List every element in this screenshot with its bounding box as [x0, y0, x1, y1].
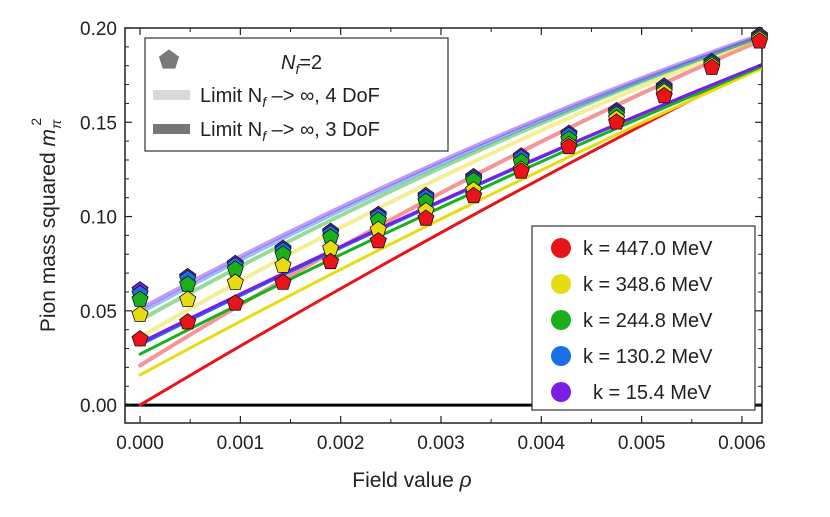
legend-marker-icon [551, 310, 571, 330]
x-tick-label: 0.001 [217, 433, 265, 454]
legend-title: Nf=2 [281, 52, 322, 77]
data-point [227, 274, 243, 289]
x-tick-label: 0.000 [116, 433, 164, 454]
legend-scale-label: k = 244.8 MeV [583, 310, 713, 332]
legend-scales: k = 447.0 MeV k = 348.6 MeV k = 244.8 MeV k… [532, 226, 755, 410]
y-tick-label: 0.20 [80, 19, 117, 40]
legend-scale-label: k = 348.6 MeV [583, 274, 713, 296]
legend-marker-icon [551, 238, 571, 258]
legend-swatch-4dof [153, 90, 190, 100]
legend-marker-icon [551, 382, 571, 402]
legend-marker-icon [551, 346, 571, 366]
legend-entry-3dof: Limit Nf –> ∞, 3 DoF [200, 119, 380, 144]
legend-model: Nf=2 Limit Nf –> ∞, 4 DoF Limit Nf –> ∞,… [145, 38, 448, 151]
legend-scale-label: k = 447.0 MeV [583, 238, 713, 260]
data-point [227, 295, 243, 310]
x-tick-label: 0.006 [718, 433, 766, 454]
legend-swatch-3dof [153, 124, 190, 134]
x-tick-label: 0.002 [317, 433, 365, 454]
legend-scale-label: k = 15.4 MeV [593, 382, 712, 404]
y-tick-label: 0.05 [80, 302, 117, 323]
legend-scale-label: k = 130.2 MeV [583, 346, 713, 368]
chart: 0.000 0.001 0.002 0.003 0.004 0.005 0.006 0.00 0… [0, 0, 830, 517]
y-tick-label: 0.10 [80, 208, 117, 229]
x-tick-label: 0.004 [518, 433, 566, 454]
x-tick-label: 0.005 [618, 433, 666, 454]
legend-entry-4dof: Limit Nf –> ∞, 4 DoF [200, 85, 380, 110]
y-tick-label: 0.15 [80, 113, 117, 134]
y-tick-label: 0.00 [80, 396, 117, 417]
y-axis-label: Pion mass squared mπ2 [28, 118, 64, 333]
x-tick-label: 0.003 [417, 433, 465, 454]
x-axis-label: Field value ρ [352, 469, 471, 492]
legend-marker-icon [551, 274, 571, 294]
